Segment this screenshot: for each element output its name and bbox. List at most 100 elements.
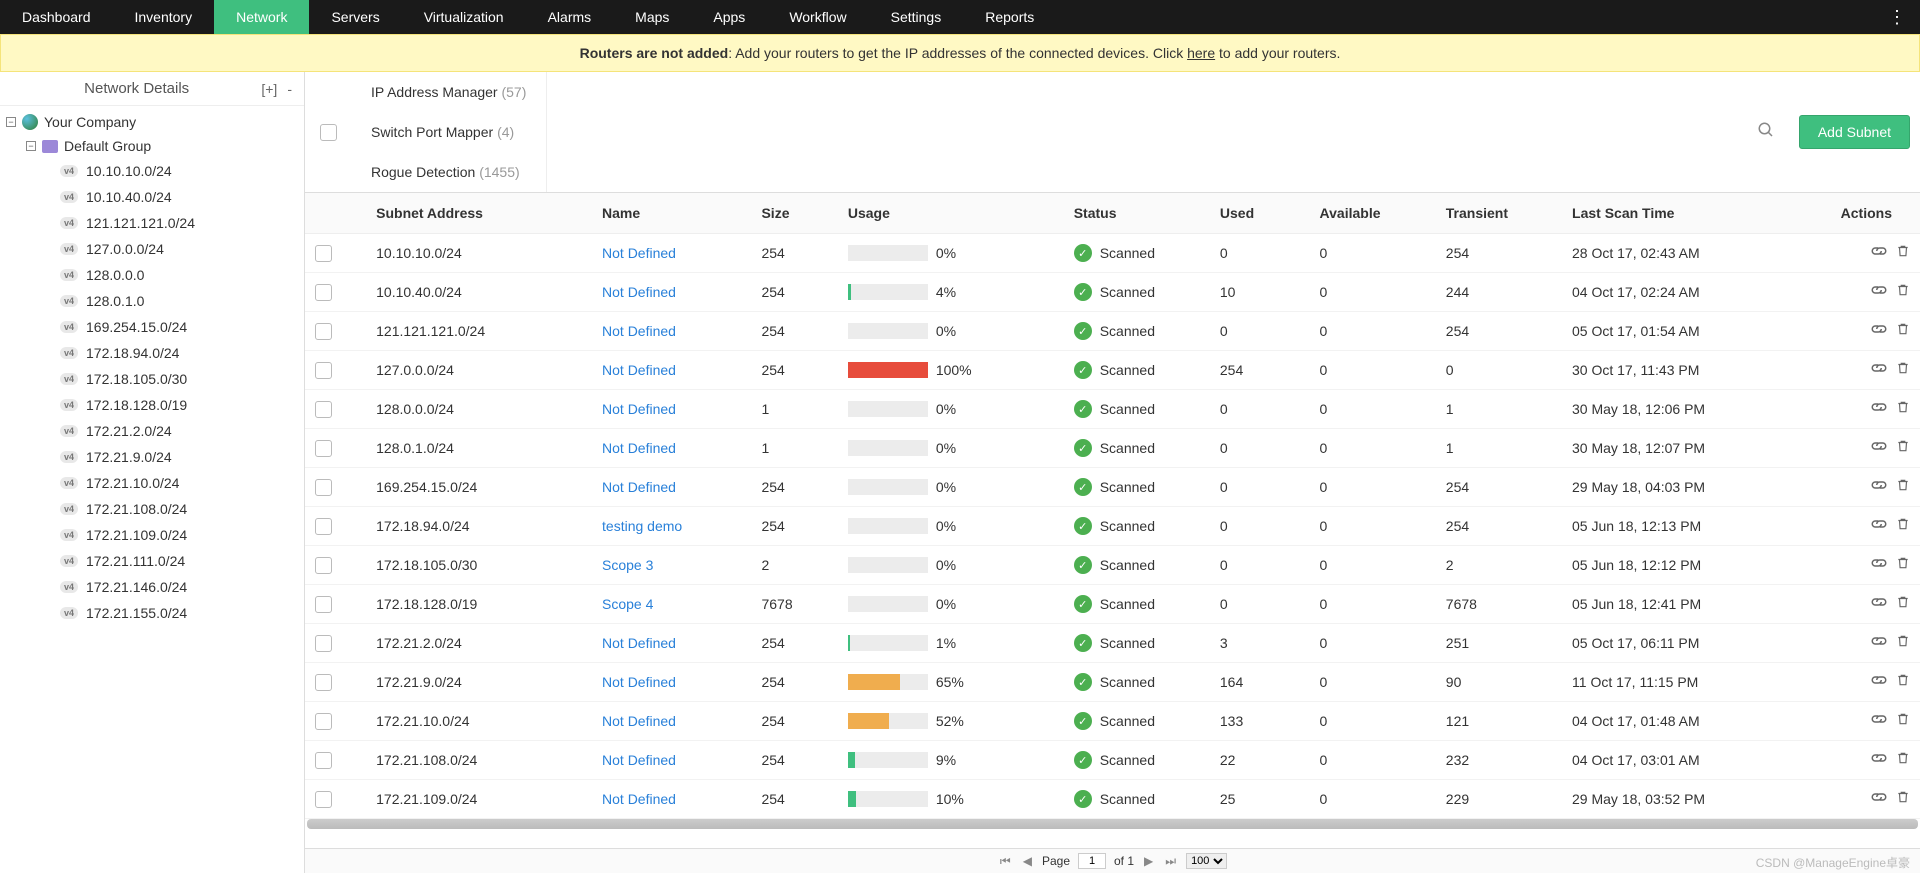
tab-ip-address-manager[interactable]: IP Address Manager (57): [351, 72, 547, 112]
col-header[interactable]: Subnet Address: [366, 193, 592, 234]
nav-apps[interactable]: Apps: [691, 0, 767, 34]
row-checkbox[interactable]: [315, 245, 332, 262]
sidebar-collapse-button[interactable]: -: [287, 81, 292, 97]
tree-subnet[interactable]: v4172.18.94.0/24: [0, 340, 304, 366]
link-icon[interactable]: [1870, 400, 1888, 418]
tree-subnet[interactable]: v4172.21.146.0/24: [0, 574, 304, 600]
search-icon[interactable]: [1743, 121, 1789, 144]
cell-name-link[interactable]: Not Defined: [602, 479, 676, 495]
pager-last-icon[interactable]: ⏭: [1163, 854, 1178, 869]
tree-subnet[interactable]: v4172.18.105.0/30: [0, 366, 304, 392]
cell-name-link[interactable]: Not Defined: [602, 635, 676, 651]
tree-subnet[interactable]: v410.10.10.0/24: [0, 158, 304, 184]
col-header[interactable]: Available: [1310, 193, 1436, 234]
trash-icon[interactable]: [1896, 751, 1910, 769]
cell-name-link[interactable]: Not Defined: [602, 791, 676, 807]
link-icon[interactable]: [1870, 283, 1888, 301]
link-icon[interactable]: [1870, 790, 1888, 808]
link-icon[interactable]: [1870, 439, 1888, 457]
row-checkbox[interactable]: [315, 635, 332, 652]
tree-subnet[interactable]: v4128.0.1.0: [0, 288, 304, 314]
row-checkbox[interactable]: [315, 479, 332, 496]
pager-size-select[interactable]: 100: [1186, 853, 1227, 869]
cell-name-link[interactable]: Not Defined: [602, 245, 676, 261]
nav-reports[interactable]: Reports: [963, 0, 1056, 34]
cell-name-link[interactable]: Not Defined: [602, 713, 676, 729]
col-header[interactable]: Transient: [1436, 193, 1562, 234]
link-icon[interactable]: [1870, 322, 1888, 340]
pager-next-icon[interactable]: ▶: [1142, 854, 1155, 868]
cell-name-link[interactable]: Not Defined: [602, 440, 676, 456]
tree-root[interactable]: − Your Company: [0, 110, 304, 134]
trash-icon[interactable]: [1896, 283, 1910, 301]
tree-subnet[interactable]: v4172.21.2.0/24: [0, 418, 304, 444]
tree-subnet[interactable]: v4127.0.0.0/24: [0, 236, 304, 262]
link-icon[interactable]: [1870, 673, 1888, 691]
link-icon[interactable]: [1870, 361, 1888, 379]
tree-subnet[interactable]: v4128.0.0.0: [0, 262, 304, 288]
cell-name-link[interactable]: Not Defined: [602, 401, 676, 417]
select-all-checkbox[interactable]: [320, 124, 337, 141]
trash-icon[interactable]: [1896, 361, 1910, 379]
tree-subnet[interactable]: v4172.21.109.0/24: [0, 522, 304, 548]
row-checkbox[interactable]: [315, 440, 332, 457]
add-subnet-button[interactable]: Add Subnet: [1799, 115, 1910, 149]
row-checkbox[interactable]: [315, 401, 332, 418]
col-header[interactable]: Used: [1210, 193, 1310, 234]
col-header[interactable]: Name: [592, 193, 751, 234]
link-icon[interactable]: [1870, 595, 1888, 613]
nav-more-icon[interactable]: ⋮: [1874, 0, 1920, 34]
nav-network[interactable]: Network: [214, 0, 309, 34]
trash-icon[interactable]: [1896, 439, 1910, 457]
cell-name-link[interactable]: Not Defined: [602, 362, 676, 378]
trash-icon[interactable]: [1896, 556, 1910, 574]
row-checkbox[interactable]: [315, 596, 332, 613]
trash-icon[interactable]: [1896, 517, 1910, 535]
col-header[interactable]: Actions: [1801, 193, 1920, 234]
cell-name-link[interactable]: Scope 3: [602, 557, 653, 573]
trash-icon[interactable]: [1896, 673, 1910, 691]
link-icon[interactable]: [1870, 244, 1888, 262]
tree-subnet[interactable]: v4172.21.108.0/24: [0, 496, 304, 522]
row-checkbox[interactable]: [315, 674, 332, 691]
trash-icon[interactable]: [1896, 712, 1910, 730]
col-header[interactable]: Size: [751, 193, 837, 234]
nav-inventory[interactable]: Inventory: [113, 0, 215, 34]
nav-workflow[interactable]: Workflow: [767, 0, 868, 34]
tree-group[interactable]: − Default Group: [0, 134, 304, 158]
tree-subnet[interactable]: v4172.21.111.0/24: [0, 548, 304, 574]
col-header[interactable]: Status: [1064, 193, 1210, 234]
link-icon[interactable]: [1870, 556, 1888, 574]
trash-icon[interactable]: [1896, 478, 1910, 496]
trash-icon[interactable]: [1896, 790, 1910, 808]
tree-subnet[interactable]: v410.10.40.0/24: [0, 184, 304, 210]
tree-subnet[interactable]: v4172.18.128.0/19: [0, 392, 304, 418]
tree-subnet[interactable]: v4121.121.121.0/24: [0, 210, 304, 236]
link-icon[interactable]: [1870, 634, 1888, 652]
row-checkbox[interactable]: [315, 557, 332, 574]
nav-alarms[interactable]: Alarms: [526, 0, 614, 34]
sidebar-add-button[interactable]: [+]: [261, 81, 277, 97]
nav-servers[interactable]: Servers: [309, 0, 401, 34]
banner-link[interactable]: here: [1187, 45, 1215, 61]
row-checkbox[interactable]: [315, 713, 332, 730]
cell-name-link[interactable]: testing demo: [602, 518, 682, 534]
tree-subnet[interactable]: v4172.21.9.0/24: [0, 444, 304, 470]
trash-icon[interactable]: [1896, 244, 1910, 262]
cell-name-link[interactable]: Not Defined: [602, 752, 676, 768]
tab-switch-port-mapper[interactable]: Switch Port Mapper (4): [351, 112, 547, 152]
col-header[interactable]: Last Scan Time: [1562, 193, 1801, 234]
link-icon[interactable]: [1870, 712, 1888, 730]
trash-icon[interactable]: [1896, 634, 1910, 652]
pager-prev-icon[interactable]: ◀: [1021, 854, 1034, 868]
tree-subnet[interactable]: v4169.254.15.0/24: [0, 314, 304, 340]
tree-subnet[interactable]: v4172.21.155.0/24: [0, 600, 304, 626]
nav-settings[interactable]: Settings: [869, 0, 964, 34]
row-checkbox[interactable]: [315, 323, 332, 340]
tree-toggle-icon[interactable]: −: [26, 141, 36, 151]
horizontal-scrollbar[interactable]: [307, 819, 1918, 829]
nav-maps[interactable]: Maps: [613, 0, 691, 34]
row-checkbox[interactable]: [315, 791, 332, 808]
row-checkbox[interactable]: [315, 752, 332, 769]
cell-name-link[interactable]: Not Defined: [602, 284, 676, 300]
